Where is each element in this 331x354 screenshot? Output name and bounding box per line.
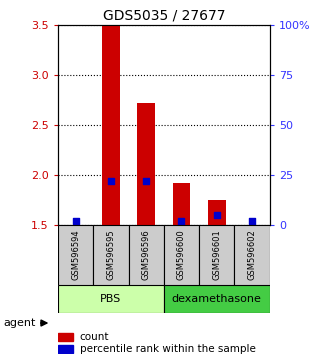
Point: [250, 218, 255, 224]
Point: [108, 178, 114, 184]
Text: percentile rank within the sample: percentile rank within the sample: [80, 344, 256, 354]
Bar: [173, 183, 190, 225]
Point: [179, 218, 184, 224]
Bar: [164, 225, 199, 285]
Text: GSM596596: GSM596596: [142, 229, 151, 280]
Bar: [58, 285, 164, 313]
Text: agent: agent: [3, 318, 36, 328]
Bar: [58, 344, 73, 353]
Text: GSM596600: GSM596600: [177, 229, 186, 280]
Bar: [199, 225, 234, 285]
Text: GSM596601: GSM596601: [212, 229, 221, 280]
Point: [144, 178, 149, 184]
Text: GSM596602: GSM596602: [248, 229, 257, 280]
Point: [73, 218, 78, 224]
Point: [214, 212, 219, 218]
Bar: [58, 333, 73, 341]
Bar: [128, 225, 164, 285]
Title: GDS5035 / 27677: GDS5035 / 27677: [103, 8, 225, 22]
Bar: [137, 103, 155, 225]
Text: dexamethasone: dexamethasone: [172, 294, 262, 304]
Bar: [234, 225, 270, 285]
Bar: [58, 225, 93, 285]
Text: GSM596594: GSM596594: [71, 229, 80, 280]
Bar: [208, 200, 226, 225]
Text: count: count: [80, 332, 109, 342]
Text: GSM596595: GSM596595: [106, 229, 116, 280]
Text: PBS: PBS: [100, 294, 121, 304]
Bar: [164, 285, 270, 313]
Bar: [93, 225, 128, 285]
Bar: [102, 25, 120, 225]
